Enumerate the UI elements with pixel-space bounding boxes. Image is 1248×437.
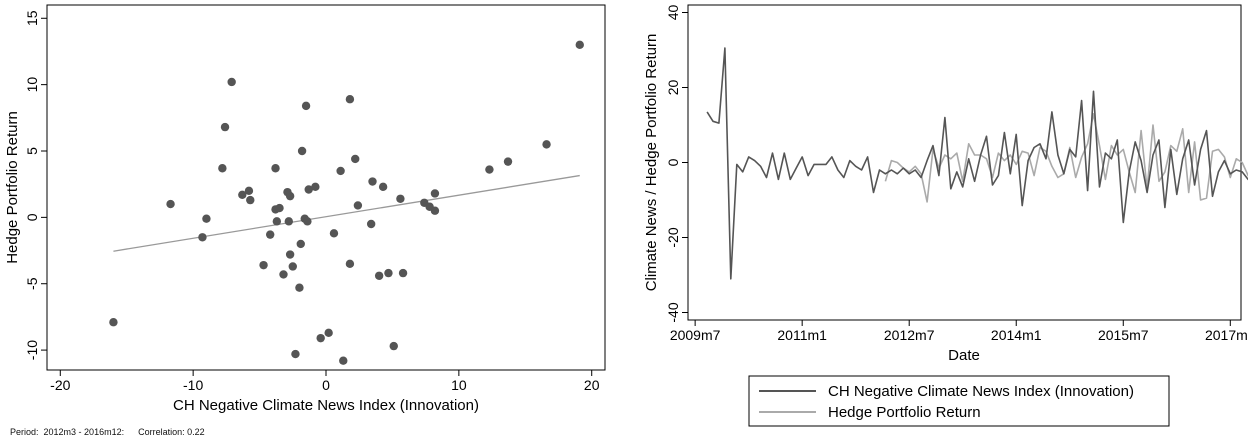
scatter-point — [272, 217, 282, 226]
legend-label-hedge-portfolio-return: Hedge Portfolio Return — [828, 404, 981, 421]
y-tick-label: 0 — [665, 158, 681, 166]
scatter-point — [316, 333, 325, 343]
scatter-point — [266, 230, 275, 239]
legend-label-climate-news-index: CH Negative Climate News Index (Innovati… — [828, 383, 1134, 400]
x-tick-label: 2009m7 — [670, 327, 721, 343]
scatter-point — [336, 166, 345, 176]
x-tick-label: -10 — [183, 377, 203, 393]
scatter-point — [378, 182, 388, 192]
y-tick-label: 15 — [24, 10, 40, 26]
scatter-point — [389, 341, 398, 351]
scatter-point — [485, 165, 494, 174]
scatter-point — [291, 349, 300, 359]
y-tick-label: 20 — [665, 80, 681, 96]
scatter-panel: -20 -10 0 10 20 -10 -5 0 5 10 15 CH Negative Clima… — [4, 4, 606, 414]
scatter-points — [109, 40, 584, 365]
y-tick-label: 10 — [24, 77, 40, 93]
line-panel: 2009m7 2011m1 2012m7 2014m1 2015m7 2017m1 -40 -… — [643, 4, 1248, 427]
scatter-plot-frame — [46, 4, 606, 371]
x-tick-label: 2012m7 — [884, 327, 935, 343]
fitted-line — [113, 174, 580, 252]
scatter-point — [430, 206, 440, 215]
y-tick-label: -5 — [24, 277, 40, 290]
scatter-point — [259, 260, 268, 270]
scatter-point — [303, 217, 312, 226]
scatter-point — [198, 233, 207, 242]
y-tick-label: -40 — [665, 302, 681, 322]
x-tick-label: 0 — [322, 377, 330, 393]
scatter-point — [275, 203, 284, 213]
x-tick-label: 2014m1 — [991, 327, 1042, 343]
series-line-climate-news-index — [706, 47, 1248, 280]
scatter-point — [339, 356, 348, 365]
scatter-point — [218, 164, 227, 173]
scatter-ticks: -20 -10 0 10 20 -10 -5 0 5 10 15 — [24, 10, 600, 393]
scatter-point — [345, 259, 355, 269]
scatter-point — [329, 229, 339, 238]
legend: CH Negative Climate News Index (Innovati… — [748, 375, 1170, 427]
y-tick-label: -20 — [665, 227, 681, 247]
scatter-point — [227, 77, 236, 87]
scatter-point — [384, 268, 393, 278]
x-tick-label: 2011m1 — [777, 327, 827, 343]
scatter-point — [284, 217, 293, 226]
scatter-point — [238, 190, 247, 199]
scatter-point — [353, 201, 363, 210]
scatter-point — [301, 101, 311, 111]
scatter-point — [220, 122, 230, 132]
y-tick-label: 40 — [665, 5, 681, 21]
scatter-point — [109, 318, 118, 327]
line-y-axis-title: Climate News / Hedge Portfolio Return — [643, 34, 660, 292]
scatter-point — [430, 189, 440, 198]
scatter-point — [575, 40, 584, 50]
scatter-footnote: Period: 2012m3 - 2016m12: Correlation: 0.… — [5, 417, 219, 437]
line-x-axis-title: Date — [948, 347, 980, 364]
scatter-point — [398, 268, 408, 278]
y-tick-label: 0 — [24, 213, 40, 221]
scatter-point — [296, 239, 305, 249]
scatter-point — [246, 195, 255, 205]
scatter-point — [202, 214, 211, 223]
x-tick-label: -20 — [50, 377, 70, 393]
x-tick-label: 2017m1 — [1205, 327, 1248, 343]
scatter-y-axis-title: Hedge Portfolio Return — [4, 111, 21, 264]
y-tick-label: 5 — [24, 147, 40, 155]
scatter-point — [244, 186, 254, 196]
x-tick-label: 10 — [451, 377, 467, 393]
scatter-point — [396, 194, 405, 203]
legend-box — [748, 375, 1170, 427]
scatter-point — [324, 328, 333, 338]
x-tick-label: 20 — [584, 377, 600, 393]
scatter-point — [351, 154, 360, 164]
scatter-point — [542, 140, 551, 149]
scatter-point — [368, 177, 377, 186]
scatter-point — [295, 283, 304, 292]
figure: -20 -10 0 10 20 -10 -5 0 5 10 15 CH Negative Clima… — [4, 4, 1248, 427]
scatter-point — [271, 164, 280, 173]
scatter-x-axis-title: CH Negative Climate News Index (Innovati… — [173, 397, 479, 414]
scatter-point — [297, 146, 307, 156]
footnote-correlation: Correlation: 0.22 — [138, 427, 205, 437]
scatter-point — [304, 185, 313, 194]
scatter-point — [288, 262, 297, 271]
footnote-period: Period: 2012m3 - 2016m12: — [10, 427, 125, 437]
y-tick-label: -10 — [24, 340, 40, 360]
line-ticks: 2009m7 2011m1 2012m7 2014m1 2015m7 2017m1 -40 -… — [665, 5, 1248, 343]
scatter-point — [279, 270, 288, 279]
scatter-point — [345, 95, 355, 104]
scatter-point — [366, 219, 376, 229]
scatter-point — [166, 199, 175, 209]
scatter-point — [311, 182, 320, 192]
x-tick-label: 2015m7 — [1098, 327, 1149, 343]
scatter-point — [285, 191, 295, 201]
scatter-point — [285, 250, 295, 259]
scatter-point — [374, 271, 384, 280]
series-line-hedge-portfolio-return — [884, 113, 1248, 203]
scatter-point — [503, 157, 513, 166]
